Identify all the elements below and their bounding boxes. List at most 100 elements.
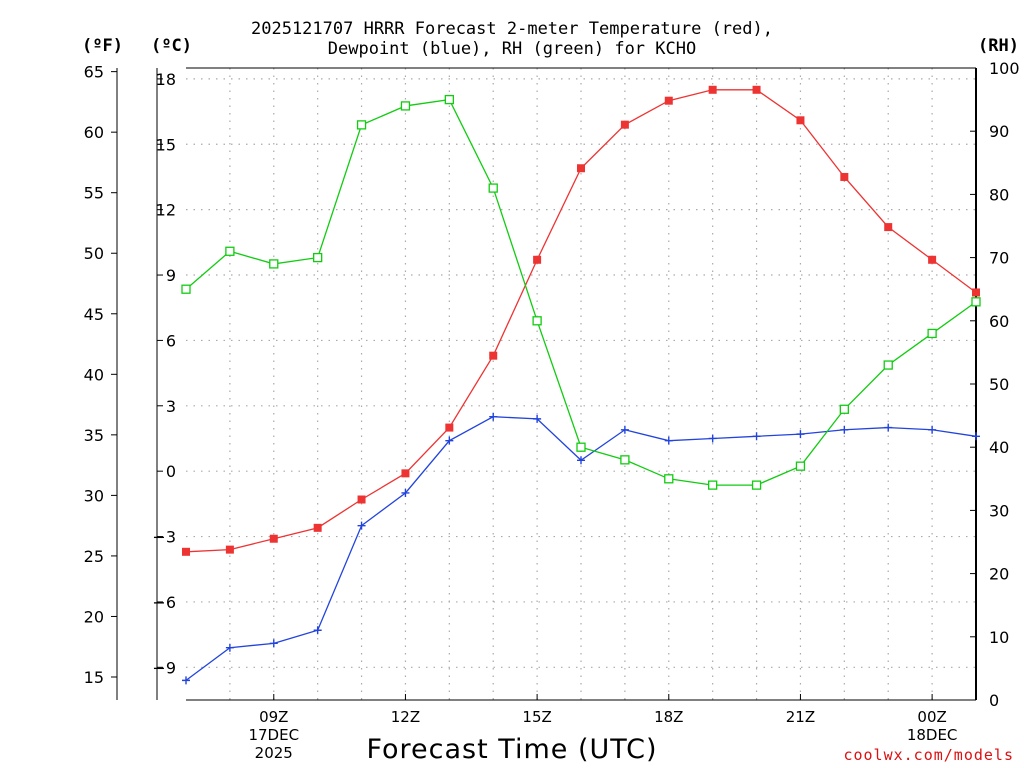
temperature-point bbox=[928, 255, 937, 264]
dewpoint-point bbox=[313, 626, 322, 635]
temperature-point bbox=[182, 547, 190, 556]
temperature-point bbox=[313, 523, 322, 532]
dewpoint-point bbox=[796, 430, 805, 439]
dewpoint-point bbox=[489, 412, 498, 421]
dewpoint-point bbox=[357, 521, 366, 530]
rh-tick-label: 100 bbox=[989, 59, 1020, 78]
dewpoint-point bbox=[972, 432, 980, 441]
dewpoint-point bbox=[928, 425, 937, 434]
rh-tick-label: 10 bbox=[989, 628, 1009, 647]
rh-tick-label: 50 bbox=[989, 375, 1009, 394]
dewpoint-point bbox=[752, 432, 761, 441]
dewpoint-point bbox=[182, 676, 190, 685]
fahrenheit-tick-label: 50 bbox=[84, 244, 104, 263]
celsius-tick-label: 18 bbox=[156, 70, 176, 89]
celsius-tick-label: −3 bbox=[152, 528, 176, 547]
rh-line bbox=[185, 98, 977, 486]
x-tick-label: 00Z bbox=[917, 708, 946, 726]
dewpoint-point bbox=[664, 436, 673, 445]
rh-point bbox=[795, 461, 806, 471]
celsius-tick-label: −6 bbox=[152, 593, 176, 612]
fahrenheit-tick-label: 60 bbox=[84, 123, 104, 142]
fahrenheit-tick-label: 25 bbox=[84, 547, 104, 566]
x-tick-label: 12Z bbox=[391, 708, 420, 726]
dewpoint-point bbox=[840, 425, 849, 434]
temperature-point bbox=[796, 116, 805, 125]
axes: −9−6−30369121518152025303540455055606501… bbox=[84, 59, 1020, 762]
celsius-tick-label: 9 bbox=[166, 266, 176, 285]
x-tick-label: 18Z bbox=[654, 708, 683, 726]
temperature-point bbox=[664, 96, 673, 105]
gridlines bbox=[186, 68, 976, 700]
rh-point bbox=[664, 474, 674, 484]
rh-point bbox=[971, 297, 981, 307]
dewpoint-point bbox=[577, 456, 585, 465]
rh-tick-label: 20 bbox=[989, 565, 1009, 584]
celsius-tick-label: 0 bbox=[166, 462, 176, 481]
temperature-point bbox=[752, 85, 761, 94]
temperature-point bbox=[533, 255, 542, 264]
chart-title-line-2: Dewpoint (blue), RH (green) for KCHO bbox=[327, 39, 697, 59]
rh-point bbox=[708, 480, 718, 490]
temperature-point bbox=[401, 469, 410, 478]
rh-point bbox=[488, 183, 498, 193]
celsius-tick-label: 6 bbox=[166, 331, 176, 350]
fahrenheit-tick-label: 35 bbox=[84, 426, 104, 445]
temperature-point bbox=[972, 288, 980, 297]
rh-point bbox=[313, 252, 323, 263]
fahrenheit-tick-label: 45 bbox=[84, 305, 104, 324]
fahrenheit-tick-label: 65 bbox=[84, 63, 104, 82]
fahrenheit-tick-label: 20 bbox=[84, 607, 104, 626]
rh-point bbox=[444, 94, 454, 105]
dewpoint-point bbox=[620, 425, 629, 434]
rh-point bbox=[225, 246, 235, 256]
temperature-point bbox=[577, 164, 585, 173]
dewpoint-point bbox=[708, 434, 717, 443]
x-tick-label: 18DEC bbox=[907, 726, 958, 744]
celsius-tick-label: −9 bbox=[152, 658, 176, 677]
dewpoint-point bbox=[533, 414, 542, 423]
temperature-point bbox=[620, 120, 629, 129]
rh-tick-label: 70 bbox=[989, 249, 1009, 268]
temperature-point bbox=[445, 423, 454, 432]
x-axis-title: Forecast Time (UTC) bbox=[366, 734, 658, 765]
rh-point bbox=[576, 442, 586, 452]
rh-point bbox=[356, 120, 367, 130]
rh-point bbox=[927, 328, 937, 339]
temperature-point bbox=[840, 172, 849, 181]
x-tick-label: 09Z bbox=[259, 708, 288, 726]
celsius-tick-label: 15 bbox=[156, 135, 176, 154]
rh-point bbox=[883, 360, 893, 370]
dewpoint-point bbox=[401, 488, 410, 497]
temperature-point bbox=[708, 85, 717, 94]
x-tick-label: 15Z bbox=[522, 708, 551, 726]
fahrenheit-tick-label: 40 bbox=[84, 365, 104, 384]
chart-title-line-1: 2025121707 HRRR Forecast 2-meter Tempera… bbox=[251, 19, 773, 39]
fahrenheit-tick-label: 15 bbox=[84, 668, 104, 687]
rh-unit-label: (RH) bbox=[978, 36, 1019, 56]
celsius-unit-label: (ºC) bbox=[151, 36, 192, 56]
fahrenheit-tick-label: 55 bbox=[84, 184, 104, 203]
fahrenheit-unit-label: (ºF) bbox=[82, 36, 123, 56]
temperature-point bbox=[225, 545, 234, 554]
rh-point bbox=[269, 259, 279, 269]
temperature-point bbox=[269, 534, 278, 543]
rh-point bbox=[839, 404, 849, 414]
data-series bbox=[181, 85, 981, 685]
celsius-tick-label: 12 bbox=[156, 201, 176, 220]
dewpoint-point bbox=[269, 639, 278, 648]
x-tick-label: 2025 bbox=[255, 744, 293, 762]
dewpoint-point bbox=[445, 436, 454, 445]
rh-point bbox=[400, 101, 411, 111]
rh-point bbox=[620, 455, 630, 465]
rh-point bbox=[751, 480, 762, 490]
rh-tick-label: 80 bbox=[989, 185, 1009, 204]
rh-tick-label: 40 bbox=[989, 438, 1009, 457]
temperature-point bbox=[357, 495, 366, 504]
celsius-tick-label: 3 bbox=[166, 397, 176, 416]
credit-link[interactable]: coolwx.com/models bbox=[843, 746, 1014, 764]
x-tick-label: 21Z bbox=[786, 708, 815, 726]
rh-tick-label: 0 bbox=[989, 691, 999, 710]
rh-tick-label: 90 bbox=[989, 122, 1009, 141]
